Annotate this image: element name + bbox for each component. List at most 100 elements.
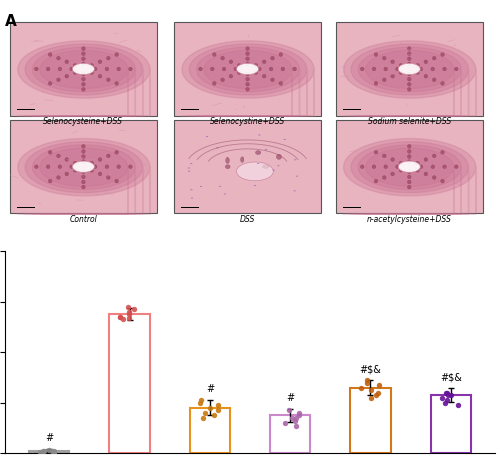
Bar <box>190 408 230 453</box>
Circle shape <box>188 171 190 172</box>
Ellipse shape <box>94 165 97 169</box>
Circle shape <box>191 197 193 198</box>
Ellipse shape <box>90 71 94 75</box>
Point <box>130 305 138 313</box>
Ellipse shape <box>34 67 38 71</box>
Ellipse shape <box>70 165 73 169</box>
Ellipse shape <box>106 154 110 158</box>
Bar <box>110 314 150 453</box>
Ellipse shape <box>115 82 118 85</box>
Ellipse shape <box>408 77 411 81</box>
Ellipse shape <box>246 87 250 91</box>
Text: #: # <box>206 384 214 394</box>
Ellipse shape <box>408 72 411 76</box>
Ellipse shape <box>73 161 77 165</box>
Ellipse shape <box>98 158 102 161</box>
Ellipse shape <box>440 179 444 183</box>
Ellipse shape <box>408 175 411 179</box>
Ellipse shape <box>212 53 216 56</box>
Ellipse shape <box>236 162 274 181</box>
Point <box>292 422 300 429</box>
Ellipse shape <box>384 67 388 71</box>
Circle shape <box>190 163 192 164</box>
Ellipse shape <box>73 169 77 172</box>
Ellipse shape <box>82 62 85 66</box>
Point <box>366 387 374 394</box>
Ellipse shape <box>416 64 420 67</box>
Ellipse shape <box>90 169 94 172</box>
Circle shape <box>272 169 275 171</box>
Point <box>214 407 222 414</box>
Ellipse shape <box>440 82 444 85</box>
Text: Selenocystine+DSS: Selenocystine+DSS <box>210 117 285 126</box>
Ellipse shape <box>408 57 411 60</box>
Ellipse shape <box>293 67 296 71</box>
Ellipse shape <box>408 82 411 86</box>
Ellipse shape <box>106 78 110 82</box>
Ellipse shape <box>115 150 118 154</box>
Ellipse shape <box>128 165 132 169</box>
Ellipse shape <box>82 150 85 153</box>
Text: Control: Control <box>70 214 98 224</box>
Ellipse shape <box>408 170 411 174</box>
Point <box>363 376 371 384</box>
Ellipse shape <box>56 78 60 82</box>
FancyBboxPatch shape <box>182 109 199 110</box>
Ellipse shape <box>382 154 386 158</box>
Ellipse shape <box>440 150 444 154</box>
Point <box>438 394 446 402</box>
Point <box>120 316 128 323</box>
Ellipse shape <box>408 150 411 153</box>
Ellipse shape <box>82 175 85 179</box>
Point <box>443 397 451 404</box>
Ellipse shape <box>262 74 266 78</box>
Circle shape <box>254 185 256 186</box>
Ellipse shape <box>82 155 85 158</box>
Ellipse shape <box>372 67 376 71</box>
Ellipse shape <box>106 176 110 180</box>
Ellipse shape <box>372 165 376 169</box>
Point <box>292 414 300 422</box>
Ellipse shape <box>58 165 61 169</box>
Ellipse shape <box>408 185 411 189</box>
Circle shape <box>294 159 296 160</box>
Ellipse shape <box>424 74 428 78</box>
Ellipse shape <box>72 161 94 172</box>
Ellipse shape <box>82 77 85 81</box>
Ellipse shape <box>82 87 85 91</box>
Ellipse shape <box>90 64 94 67</box>
Ellipse shape <box>408 52 411 55</box>
Text: Selenocysteine+DSS: Selenocysteine+DSS <box>44 117 124 126</box>
Point <box>286 407 294 414</box>
Point <box>372 392 380 399</box>
Point <box>199 414 207 422</box>
Bar <box>350 387 391 453</box>
Ellipse shape <box>72 63 94 75</box>
Point <box>296 409 304 417</box>
Point <box>40 447 48 454</box>
Ellipse shape <box>270 56 274 60</box>
Point <box>442 389 450 396</box>
Text: #$&: #$& <box>360 364 382 374</box>
Ellipse shape <box>82 160 85 164</box>
Text: #$&: #$& <box>440 372 462 382</box>
Ellipse shape <box>105 67 109 71</box>
Point <box>48 448 56 455</box>
Ellipse shape <box>431 67 434 71</box>
Ellipse shape <box>262 60 266 64</box>
Ellipse shape <box>382 176 386 180</box>
Ellipse shape <box>115 53 118 56</box>
Circle shape <box>190 189 192 190</box>
FancyBboxPatch shape <box>17 109 35 110</box>
Ellipse shape <box>399 161 403 165</box>
Ellipse shape <box>128 67 132 71</box>
Ellipse shape <box>94 67 97 71</box>
Circle shape <box>219 186 222 187</box>
Ellipse shape <box>416 161 420 165</box>
Point <box>124 303 132 311</box>
Ellipse shape <box>82 52 85 55</box>
Ellipse shape <box>262 165 269 169</box>
Point <box>367 394 375 402</box>
Ellipse shape <box>391 158 394 161</box>
Ellipse shape <box>408 87 411 91</box>
